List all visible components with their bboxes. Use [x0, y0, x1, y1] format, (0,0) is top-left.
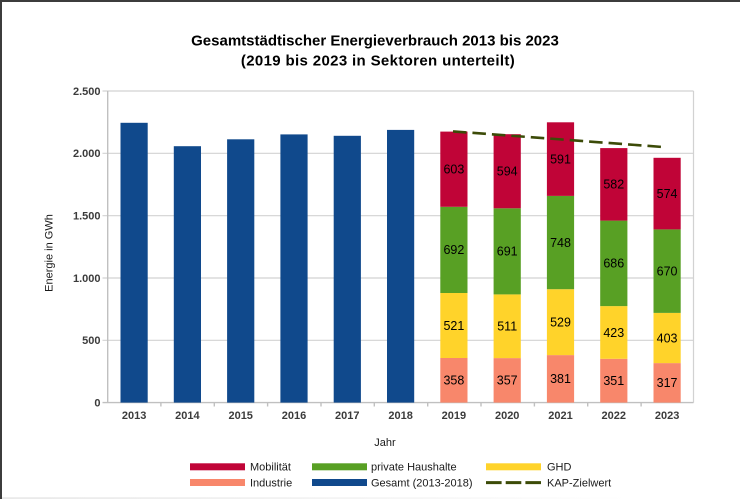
svg-text:Gesamt (2013-2018): Gesamt (2013-2018): [371, 477, 473, 489]
svg-text:582: 582: [603, 178, 624, 192]
svg-text:403: 403: [657, 331, 678, 345]
svg-text:2.000: 2.000: [73, 148, 101, 160]
svg-text:521: 521: [443, 319, 464, 333]
svg-text:357: 357: [497, 374, 518, 388]
svg-text:603: 603: [443, 163, 464, 177]
svg-text:2016: 2016: [282, 410, 306, 422]
svg-text:381: 381: [550, 372, 571, 386]
svg-text:Jahr: Jahr: [374, 437, 396, 449]
svg-text:1.500: 1.500: [73, 211, 101, 223]
svg-text:691: 691: [497, 245, 518, 259]
svg-text:1.000: 1.000: [73, 273, 101, 285]
svg-text:2021: 2021: [548, 410, 572, 422]
svg-text:2015: 2015: [228, 410, 252, 422]
svg-text:private Haushalte: private Haushalte: [371, 462, 457, 474]
svg-text:Energie in GWh: Energie in GWh: [44, 214, 56, 292]
svg-text:686: 686: [603, 257, 624, 271]
svg-text:2022: 2022: [602, 410, 626, 422]
svg-text:2018: 2018: [388, 410, 412, 422]
svg-text:511: 511: [497, 320, 517, 334]
svg-text:500: 500: [82, 335, 100, 347]
svg-text:692: 692: [443, 243, 464, 257]
svg-text:2019: 2019: [442, 410, 466, 422]
svg-text:2014: 2014: [175, 410, 200, 422]
svg-text:423: 423: [603, 326, 624, 340]
svg-text:351: 351: [603, 374, 624, 388]
svg-text:2017: 2017: [335, 410, 359, 422]
svg-text:670: 670: [657, 265, 678, 279]
svg-text:KAP-Zielwert: KAP-Zielwert: [547, 477, 611, 489]
svg-text:748: 748: [550, 236, 571, 250]
svg-text:GHD: GHD: [547, 462, 572, 474]
svg-text:Gesamtstädtischer Energieverbr: Gesamtstädtischer Energieverbrauch 2013 …: [191, 33, 559, 50]
svg-text:(2019 bis 2023 in Sektoren unt: (2019 bis 2023 in Sektoren unterteilt): [241, 53, 515, 70]
svg-text:Mobilität: Mobilität: [250, 462, 291, 474]
svg-text:574: 574: [657, 187, 678, 201]
svg-text:2.500: 2.500: [73, 86, 101, 98]
svg-text:2023: 2023: [655, 410, 679, 422]
svg-text:594: 594: [497, 165, 518, 179]
svg-text:591: 591: [550, 152, 571, 166]
svg-text:317: 317: [657, 376, 678, 390]
svg-text:Industrie: Industrie: [250, 477, 292, 489]
svg-text:358: 358: [443, 374, 464, 388]
svg-text:2013: 2013: [122, 410, 146, 422]
svg-text:2020: 2020: [495, 410, 519, 422]
svg-text:0: 0: [94, 397, 100, 409]
svg-text:529: 529: [550, 316, 571, 330]
